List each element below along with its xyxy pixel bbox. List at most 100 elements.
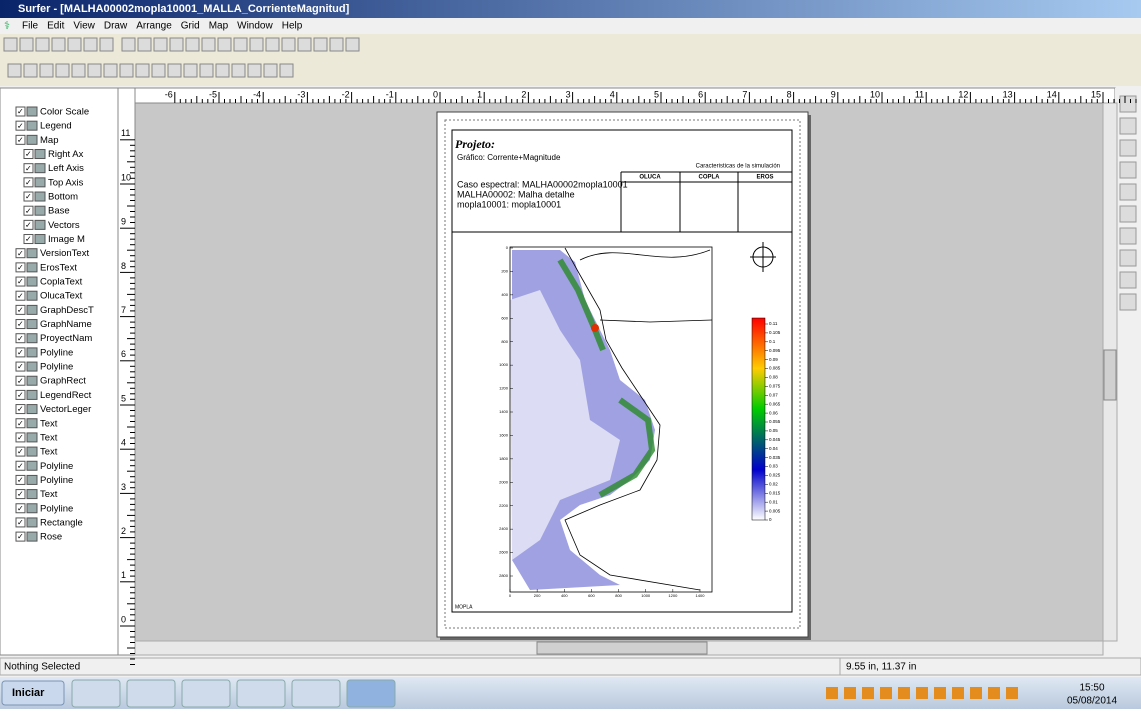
menu-item[interactable]: Arrange — [136, 21, 172, 32]
object-label[interactable]: OlucaText — [40, 291, 83, 302]
tool-button[interactable] — [1120, 96, 1136, 112]
tool-button[interactable] — [1120, 272, 1136, 288]
menu-item[interactable]: Help — [282, 21, 303, 32]
toolbar-button[interactable] — [202, 38, 215, 51]
object-label[interactable]: LegendRect — [40, 390, 92, 401]
object-label[interactable]: Polyline — [40, 475, 73, 486]
toolbar-button[interactable] — [248, 64, 261, 77]
tray-icon[interactable] — [988, 687, 1000, 699]
tool-button[interactable] — [1120, 118, 1136, 134]
object-label[interactable]: GraphDescT — [40, 305, 94, 316]
object-label[interactable]: Polyline — [40, 461, 73, 472]
tool-button[interactable] — [1120, 184, 1136, 200]
toolbar-button[interactable] — [122, 38, 135, 51]
object-label[interactable]: GraphRect — [40, 376, 86, 387]
toolbar-button[interactable] — [170, 38, 183, 51]
object-label[interactable]: VectorLeger — [40, 404, 91, 415]
toolbar-button[interactable] — [234, 38, 247, 51]
tray-icon[interactable] — [898, 687, 910, 699]
object-label[interactable]: Image M — [48, 234, 85, 245]
object-label[interactable]: Bottom — [48, 192, 78, 203]
toolbar-button[interactable] — [266, 38, 279, 51]
toolbar-button[interactable] — [20, 38, 33, 51]
toolbar-button[interactable] — [56, 64, 69, 77]
tray-icon[interactable] — [970, 687, 982, 699]
object-label[interactable]: Vectors — [48, 220, 80, 231]
toolbar-button[interactable] — [346, 38, 359, 51]
object-label[interactable]: GraphName — [40, 319, 92, 330]
menu-item[interactable]: Map — [209, 21, 229, 32]
toolbar-button[interactable] — [298, 38, 311, 51]
object-label[interactable]: Text — [40, 489, 58, 500]
toolbar-button[interactable] — [264, 64, 277, 77]
menu-item[interactable]: File — [22, 21, 39, 32]
object-label[interactable]: Base — [48, 206, 70, 217]
scroll-thumb[interactable] — [537, 642, 707, 654]
tool-button[interactable] — [1120, 206, 1136, 222]
object-label[interactable]: Polyline — [40, 362, 73, 373]
object-label[interactable]: Polyline — [40, 503, 73, 514]
tray-icon[interactable] — [934, 687, 946, 699]
toolbar-button[interactable] — [282, 38, 295, 51]
toolbar-button[interactable] — [8, 64, 21, 77]
toolbar-button[interactable] — [216, 64, 229, 77]
object-label[interactable]: Rectangle — [40, 517, 83, 528]
object-label[interactable]: Color Scale — [40, 107, 89, 118]
menu-item[interactable]: Draw — [104, 21, 128, 32]
object-label[interactable]: Text — [40, 447, 58, 458]
toolbar-button[interactable] — [104, 64, 117, 77]
toolbar-button[interactable] — [154, 38, 167, 51]
object-label[interactable]: Text — [40, 432, 58, 443]
toolbar-button[interactable] — [36, 38, 49, 51]
menu-item[interactable]: Window — [237, 21, 273, 32]
object-label[interactable]: ProyectNam — [40, 333, 92, 344]
toolbar-button[interactable] — [314, 38, 327, 51]
toolbar-button[interactable] — [280, 64, 293, 77]
tray-icon[interactable] — [1006, 687, 1018, 699]
object-label[interactable]: Text — [40, 418, 58, 429]
tray-icon[interactable] — [916, 687, 928, 699]
toolbar-button[interactable] — [250, 38, 263, 51]
object-label[interactable]: Polyline — [40, 347, 73, 358]
tray-icon[interactable] — [880, 687, 892, 699]
taskbar-app[interactable] — [72, 680, 120, 707]
toolbar-button[interactable] — [152, 64, 165, 77]
toolbar-button[interactable] — [100, 38, 113, 51]
toolbar-button[interactable] — [138, 38, 151, 51]
toolbar-button[interactable] — [68, 38, 81, 51]
taskbar-app[interactable] — [347, 680, 395, 707]
toolbar-button[interactable] — [200, 64, 213, 77]
toolbar-button[interactable] — [40, 64, 53, 77]
tray-icon[interactable] — [826, 687, 838, 699]
toolbar-button[interactable] — [184, 64, 197, 77]
object-label[interactable]: ErosText — [40, 262, 77, 273]
toolbar-button[interactable] — [24, 64, 37, 77]
toolbar-button[interactable] — [136, 64, 149, 77]
object-label[interactable]: VersionText — [40, 248, 89, 259]
tray-icon[interactable] — [952, 687, 964, 699]
object-label[interactable]: Right Ax — [48, 149, 84, 160]
tray-icon[interactable] — [862, 687, 874, 699]
menu-item[interactable]: Grid — [181, 21, 200, 32]
object-label[interactable]: Map — [40, 135, 58, 146]
toolbar-button[interactable] — [88, 64, 101, 77]
toolbar-button[interactable] — [330, 38, 343, 51]
toolbar-button[interactable] — [84, 38, 97, 51]
menu-item[interactable]: View — [73, 21, 95, 32]
toolbar-button[interactable] — [4, 38, 17, 51]
menu-item[interactable]: Edit — [47, 21, 64, 32]
toolbar-button[interactable] — [72, 64, 85, 77]
taskbar-app[interactable] — [182, 680, 230, 707]
object-label[interactable]: Top Axis — [48, 177, 84, 188]
toolbar-button[interactable] — [232, 64, 245, 77]
object-label[interactable]: Rose — [40, 532, 62, 543]
toolbar-button[interactable] — [52, 38, 65, 51]
tool-button[interactable] — [1120, 294, 1136, 310]
taskbar-app[interactable] — [127, 680, 175, 707]
tool-button[interactable] — [1120, 162, 1136, 178]
toolbar-button[interactable] — [120, 64, 133, 77]
tool-button[interactable] — [1120, 228, 1136, 244]
toolbar-button[interactable] — [168, 64, 181, 77]
taskbar-app[interactable] — [237, 680, 285, 707]
tool-button[interactable] — [1120, 250, 1136, 266]
